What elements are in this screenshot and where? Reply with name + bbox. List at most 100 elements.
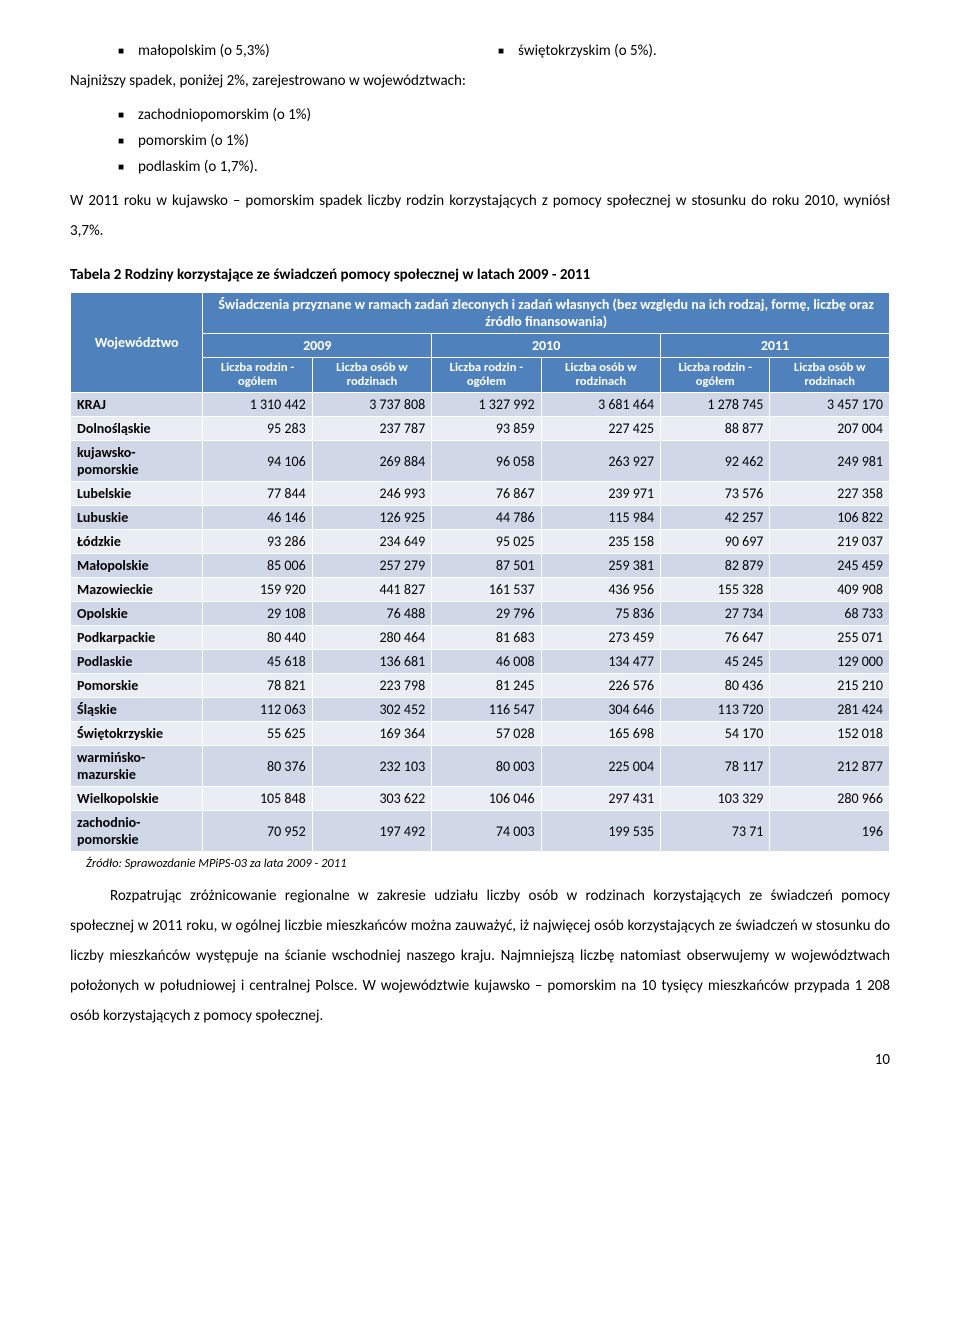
row-label: KRAJ — [71, 393, 203, 417]
row-value: 57 028 — [432, 722, 541, 746]
year-2010: 2010 — [432, 334, 661, 358]
row-label: warmińsko- mazurskie — [71, 746, 203, 787]
row-value: 126 925 — [312, 506, 432, 530]
row-value: 76 867 — [432, 482, 541, 506]
table-row: KRAJ1 310 4423 737 8081 327 9923 681 464… — [71, 393, 890, 417]
table-caption: Tabela 2 Rodziny korzystające ze świadcz… — [70, 266, 890, 284]
row-value: 129 000 — [770, 650, 890, 674]
document-page: ■ małopolskim (o 5,3%) ■ świętokrzyskim … — [0, 0, 960, 1099]
square-bullet-icon: ■ — [498, 40, 504, 62]
row-value: 77 844 — [203, 482, 312, 506]
bullet-item: ■ podlaskim (o 1,7%). — [70, 156, 890, 178]
row-value: 255 071 — [770, 626, 890, 650]
row-value: 409 908 — [770, 578, 890, 602]
row-value: 103 329 — [661, 787, 770, 811]
row-value: 87 501 — [432, 554, 541, 578]
row-value: 44 786 — [432, 506, 541, 530]
row-value: 281 424 — [770, 698, 890, 722]
table-row: kujawsko-pomorskie94 106269 88496 058263… — [71, 441, 890, 482]
table-row: Opolskie29 10876 48829 79675 83627 73468… — [71, 602, 890, 626]
table-row: Mazowieckie159 920441 827161 537436 9561… — [71, 578, 890, 602]
row-value: 112 063 — [203, 698, 312, 722]
row-value: 134 477 — [541, 650, 661, 674]
row-value: 223 798 — [312, 674, 432, 698]
subheader: Liczba rodzin - ogółem — [203, 358, 312, 393]
row-value: 297 431 — [541, 787, 661, 811]
row-value: 81 245 — [432, 674, 541, 698]
row-value: 302 452 — [312, 698, 432, 722]
row-value: 88 877 — [661, 417, 770, 441]
row-label: Wielkopolskie — [71, 787, 203, 811]
row-value: 161 537 — [432, 578, 541, 602]
row-value: 73 71 — [661, 811, 770, 852]
row-value: 280 464 — [312, 626, 432, 650]
row-value: 235 158 — [541, 530, 661, 554]
table-row: Podlaskie45 618136 68146 008134 47745 24… — [71, 650, 890, 674]
row-value: 212 877 — [770, 746, 890, 787]
row-value: 45 618 — [203, 650, 312, 674]
top-bullets-row: ■ małopolskim (o 5,3%) ■ świętokrzyskim … — [70, 40, 890, 62]
year-2009: 2009 — [203, 334, 432, 358]
row-value: 225 004 — [541, 746, 661, 787]
year-2011: 2011 — [661, 334, 890, 358]
row-value: 92 462 — [661, 441, 770, 482]
row-value: 155 328 — [661, 578, 770, 602]
row-value: 106 046 — [432, 787, 541, 811]
row-value: 82 879 — [661, 554, 770, 578]
row-value: 1 327 992 — [432, 393, 541, 417]
table-row: warmińsko- mazurskie80 376232 10380 0032… — [71, 746, 890, 787]
row-value: 169 364 — [312, 722, 432, 746]
square-bullet-icon: ■ — [118, 130, 124, 152]
bullet-item: ■ pomorskim (o 1%) — [70, 130, 890, 152]
row-value: 68 733 — [770, 602, 890, 626]
row-value: 85 006 — [203, 554, 312, 578]
table-source: Źródło: Sprawozdanie MPiPS-03 za lata 20… — [86, 856, 890, 871]
row-value: 29 108 — [203, 602, 312, 626]
row-value: 42 257 — [661, 506, 770, 530]
row-label: Podlaskie — [71, 650, 203, 674]
row-label: Dolnośląskie — [71, 417, 203, 441]
row-value: 259 381 — [541, 554, 661, 578]
row-value: 46 146 — [203, 506, 312, 530]
row-value: 269 884 — [312, 441, 432, 482]
row-value: 80 440 — [203, 626, 312, 650]
row-value: 96 058 — [432, 441, 541, 482]
row-value: 76 488 — [312, 602, 432, 626]
row-label: zachodnio-pomorskie — [71, 811, 203, 852]
row-value: 93 859 — [432, 417, 541, 441]
square-bullet-icon: ■ — [118, 156, 124, 178]
row-value: 3 457 170 — [770, 393, 890, 417]
bullet-left: ■ małopolskim (o 5,3%) — [70, 40, 480, 62]
row-value: 273 459 — [541, 626, 661, 650]
row-value: 80 436 — [661, 674, 770, 698]
row-value: 3 737 808 — [312, 393, 432, 417]
bullet-item: ■ zachodniopomorskim (o 1%) — [70, 104, 890, 126]
table-row: Małopolskie85 006257 27987 501259 38182 … — [71, 554, 890, 578]
row-value: 165 698 — [541, 722, 661, 746]
bottom-paragraph: Rozpatrując zróżnicowanie regionalne w z… — [70, 881, 890, 1031]
bullet-text: zachodniopomorskim (o 1%) — [138, 104, 311, 126]
row-value: 113 720 — [661, 698, 770, 722]
row-value: 29 796 — [432, 602, 541, 626]
row-value: 136 681 — [312, 650, 432, 674]
row-label: kujawsko-pomorskie — [71, 441, 203, 482]
table-row: Śląskie112 063302 452116 547304 646113 7… — [71, 698, 890, 722]
intro-line: Najniższy spadek, poniżej 2%, zarejestro… — [70, 66, 890, 96]
row-value: 226 576 — [541, 674, 661, 698]
table-row: zachodnio-pomorskie70 952197 49274 00319… — [71, 811, 890, 852]
row-value: 73 576 — [661, 482, 770, 506]
row-label: Śląskie — [71, 698, 203, 722]
row-label: Opolskie — [71, 602, 203, 626]
row-value: 257 279 — [312, 554, 432, 578]
row-value: 152 018 — [770, 722, 890, 746]
row-value: 304 646 — [541, 698, 661, 722]
row-value: 1 310 442 — [203, 393, 312, 417]
row-label: Świętokrzyskie — [71, 722, 203, 746]
data-table: Województwo Świadczenia przyznane w rama… — [70, 292, 890, 852]
table-row: Lubelskie77 844246 99376 867239 97173 57… — [71, 482, 890, 506]
row-value: 78 117 — [661, 746, 770, 787]
row-value: 95 283 — [203, 417, 312, 441]
row-value: 94 106 — [203, 441, 312, 482]
square-bullet-icon: ■ — [118, 40, 124, 62]
row-value: 237 787 — [312, 417, 432, 441]
